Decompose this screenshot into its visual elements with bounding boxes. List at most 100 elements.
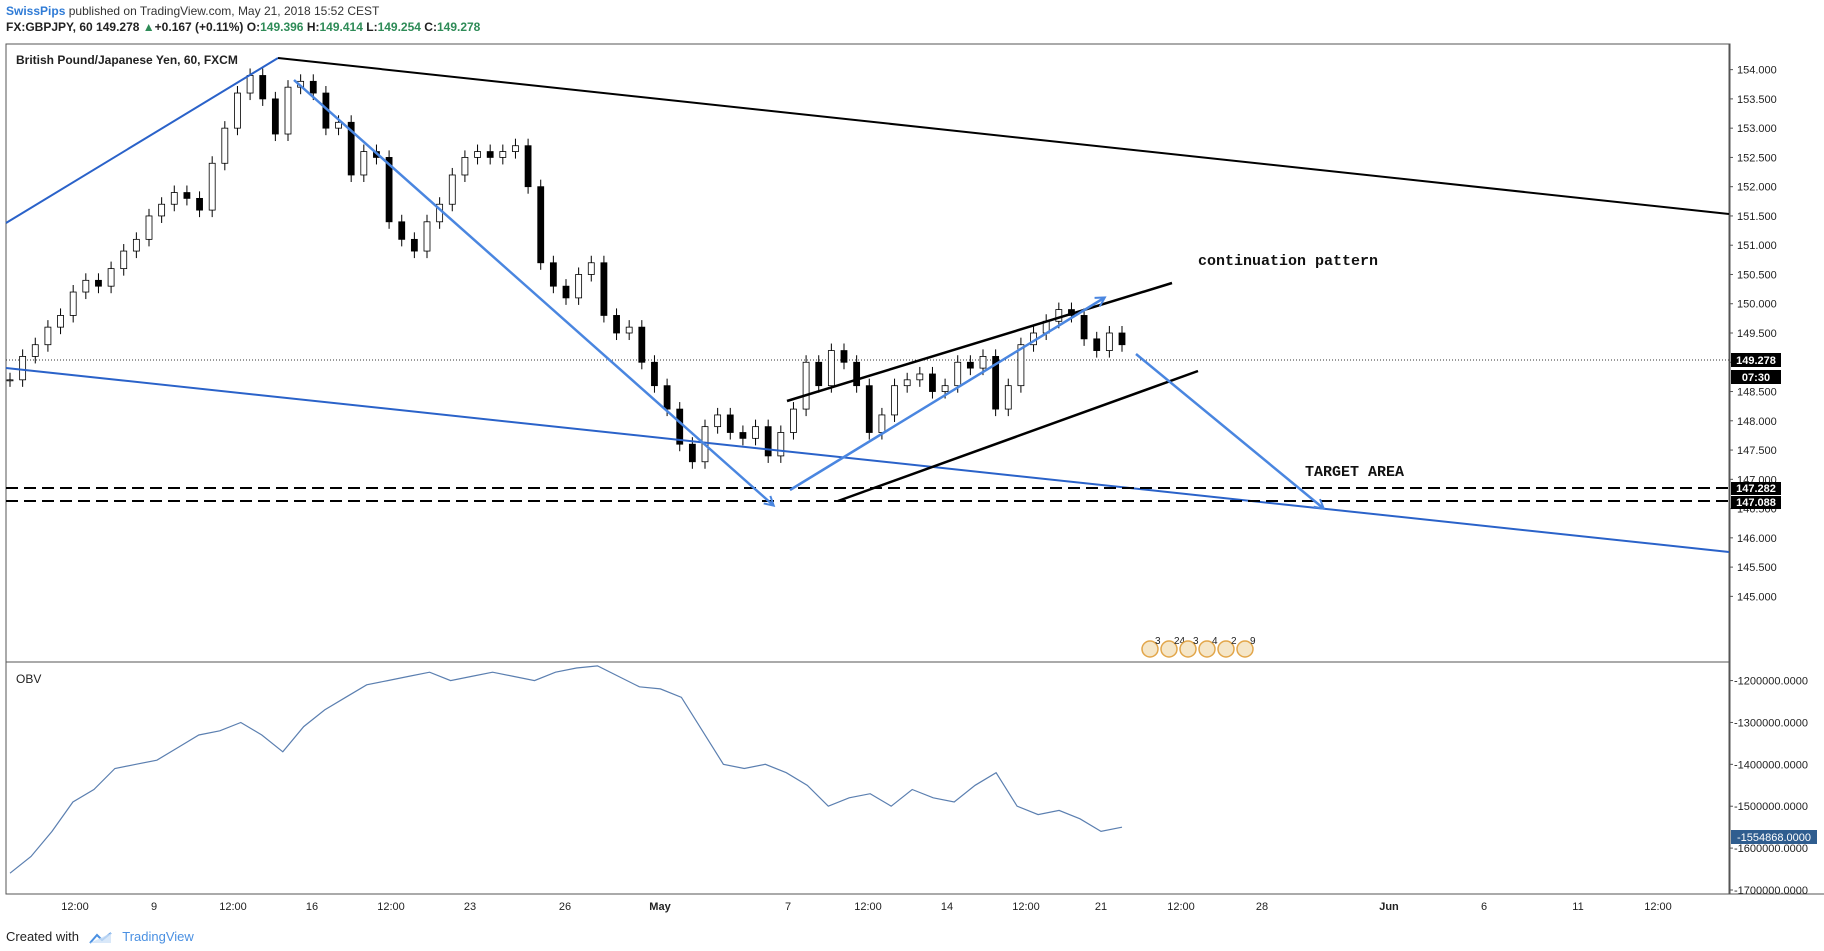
price-tick-label: 145.500 bbox=[1737, 562, 1777, 574]
candle-body bbox=[638, 326, 646, 363]
candle-body bbox=[954, 361, 962, 387]
down-arrow-target[interactable] bbox=[1135, 353, 1323, 508]
candle-body bbox=[663, 385, 671, 410]
countdown-tag-text: 07:30 bbox=[1742, 372, 1770, 384]
event-badge-count: 9 bbox=[1250, 636, 1256, 647]
candle-body bbox=[410, 238, 418, 252]
price-pane-frame bbox=[5, 43, 1731, 663]
candle-body bbox=[764, 426, 772, 457]
candle-body bbox=[120, 250, 128, 270]
candle-body bbox=[448, 174, 456, 205]
event-badge-count: 3 bbox=[1193, 636, 1199, 647]
high-label: H: bbox=[306, 20, 320, 34]
event-badges[interactable]: 3 24 3 4 2 9 bbox=[1141, 636, 1256, 658]
time-tick-label: 23 bbox=[464, 901, 476, 913]
candle-body bbox=[903, 379, 911, 387]
time-tick-label: 6 bbox=[1481, 901, 1487, 913]
uptrend-line[interactable] bbox=[5, 57, 279, 224]
candle-body bbox=[385, 157, 393, 223]
price-tick-label: 154.000 bbox=[1737, 65, 1777, 77]
author-name[interactable]: SwissPips bbox=[6, 4, 66, 18]
close-value: 149.278 bbox=[436, 20, 481, 34]
obv-value-tag bbox=[1731, 830, 1817, 844]
candle-body bbox=[499, 151, 507, 158]
up-arrow-icon: ▲ bbox=[142, 20, 155, 34]
level-tag-1 bbox=[1731, 482, 1781, 495]
time-tick-label: 12:00 bbox=[377, 901, 405, 913]
time-axis[interactable]: 12:00 9 12:00 16 12:00 23 26 May 7 12:00 14 12:00 21… bbox=[61, 901, 1672, 913]
time-tick-label: 12:00 bbox=[1167, 901, 1195, 913]
candle-body bbox=[587, 262, 595, 275]
candle-body bbox=[853, 361, 861, 387]
candle-body bbox=[575, 274, 583, 299]
candle-body bbox=[360, 151, 368, 176]
open-value: 149.396 bbox=[260, 20, 304, 34]
tradingview-logo-icon bbox=[88, 931, 112, 944]
price-tick-label: 151.000 bbox=[1737, 240, 1777, 252]
event-badge-icon bbox=[1198, 640, 1216, 658]
obv-value-tag-text: -1554868.0000 bbox=[1737, 832, 1811, 844]
candle-body bbox=[512, 145, 519, 152]
price-tick-label: 152.000 bbox=[1737, 182, 1777, 194]
obv-tick-label: -1200000.0000 bbox=[1734, 676, 1808, 688]
candle-body bbox=[461, 157, 469, 176]
price-tick-label: 148.000 bbox=[1737, 416, 1777, 428]
candle-body bbox=[714, 414, 722, 428]
price-series bbox=[6, 68, 1126, 469]
event-badge-count: 4 bbox=[1212, 636, 1218, 647]
obv-pane-title: OBV bbox=[16, 672, 41, 686]
candle-body bbox=[790, 408, 797, 433]
channel-lower-line[interactable] bbox=[837, 369, 1199, 503]
candle-body bbox=[688, 443, 696, 463]
candle-body bbox=[891, 385, 898, 416]
candle-body bbox=[916, 373, 924, 381]
candle-body bbox=[423, 221, 431, 252]
obv-series bbox=[9, 665, 1123, 874]
candle-body bbox=[486, 151, 494, 158]
candle-body bbox=[840, 350, 848, 363]
candle-body bbox=[1093, 338, 1101, 351]
candle-body bbox=[878, 414, 886, 433]
support-trendline[interactable] bbox=[5, 367, 1730, 553]
time-tick-label: May bbox=[649, 901, 671, 913]
time-tick-label: Jun bbox=[1379, 901, 1399, 913]
obv-tick-label: -1300000.0000 bbox=[1734, 717, 1808, 729]
time-tick-label: 12:00 bbox=[219, 901, 247, 913]
candle-body bbox=[284, 86, 292, 135]
time-tick-label: 12:00 bbox=[1644, 901, 1672, 913]
candle-body bbox=[57, 315, 64, 328]
down-arrow-1[interactable] bbox=[293, 79, 773, 505]
price-tick-label: 145.000 bbox=[1737, 591, 1777, 603]
time-tick-label: 26 bbox=[559, 901, 571, 913]
time-tick-label: 21 bbox=[1095, 901, 1107, 913]
price-tick-label: 153.000 bbox=[1737, 123, 1777, 135]
candle-body bbox=[600, 262, 608, 316]
tradingview-link[interactable]: TradingView bbox=[122, 929, 194, 944]
last-price-tag-text: 149.278 bbox=[1736, 355, 1776, 367]
time-tick-label: 12:00 bbox=[1012, 901, 1040, 913]
obv-axis[interactable]: -1200000.0000 -1300000.0000 -1400000.0000 -… bbox=[1729, 676, 1808, 897]
high-value: 149.414 bbox=[319, 20, 363, 34]
candle-body bbox=[726, 414, 734, 433]
candle-body bbox=[347, 121, 355, 176]
candle-body bbox=[31, 344, 39, 357]
candle-body bbox=[752, 426, 759, 439]
candle-body bbox=[271, 98, 279, 135]
up-arrow[interactable] bbox=[789, 298, 1104, 492]
price-axis[interactable]: 154.000 153.500 153.000 152.500 152.000 151.5… bbox=[1729, 65, 1777, 604]
event-badge-icon bbox=[1217, 640, 1235, 658]
time-tick-label: 14 bbox=[941, 901, 953, 913]
open-label: O: bbox=[246, 20, 261, 34]
candle-body bbox=[474, 151, 481, 158]
event-badge-icon bbox=[1236, 640, 1254, 658]
event-badge-count: 3 bbox=[1155, 636, 1161, 647]
event-badge-count: 24 bbox=[1174, 636, 1186, 647]
channel-upper-line[interactable] bbox=[786, 281, 1173, 403]
candle-body bbox=[335, 121, 342, 129]
candle-body bbox=[44, 326, 52, 346]
resistance-trendline[interactable] bbox=[277, 57, 1730, 215]
candle-body bbox=[537, 186, 545, 264]
candle-body bbox=[865, 385, 873, 433]
close-label: C: bbox=[424, 20, 437, 34]
